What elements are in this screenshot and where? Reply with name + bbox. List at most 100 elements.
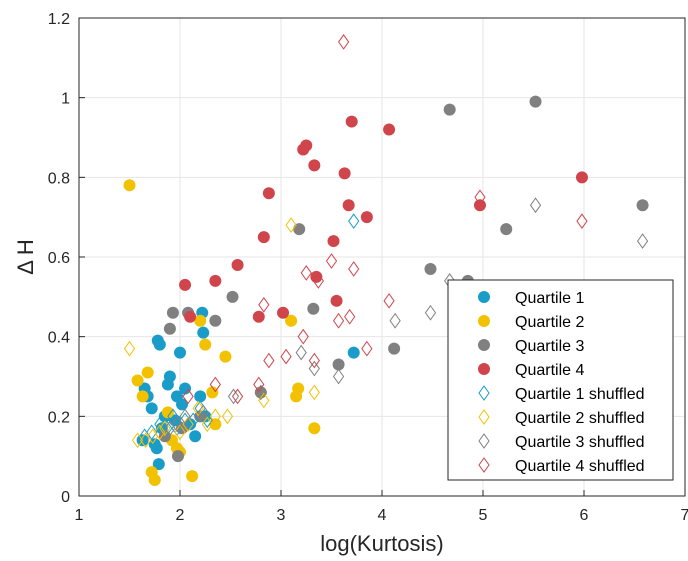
data-point	[360, 211, 373, 224]
data-point	[575, 171, 588, 184]
data-point	[258, 296, 270, 313]
data-point	[227, 388, 240, 405]
data-point	[300, 139, 313, 152]
data-point	[131, 432, 144, 449]
data-point	[383, 123, 396, 136]
legend-label: Quartile 2	[515, 314, 584, 331]
data-point	[154, 416, 166, 433]
data-point	[163, 322, 176, 335]
data-point	[300, 265, 312, 281]
data-point	[285, 314, 298, 327]
data-point	[187, 412, 199, 429]
data-point	[424, 262, 437, 275]
data-point	[176, 398, 189, 411]
series-quartile-4-shuffled	[182, 34, 588, 405]
legend-marker	[478, 363, 490, 375]
data-point	[332, 368, 345, 385]
data-point	[182, 388, 194, 405]
data-point	[338, 34, 350, 50]
data-point	[293, 223, 306, 236]
data-point	[348, 213, 360, 230]
data-point	[389, 312, 401, 329]
y-tick-label: 1	[61, 91, 70, 108]
data-point	[252, 310, 265, 323]
data-point	[209, 376, 221, 393]
y-tick-label: 0	[61, 489, 70, 506]
legend-label: Quartile 4 shuffled	[515, 458, 645, 475]
data-point	[141, 366, 154, 379]
data-point	[473, 199, 486, 212]
data-point	[348, 261, 360, 277]
data-point	[163, 370, 176, 383]
legend-marker	[478, 457, 490, 473]
data-points	[123, 34, 649, 487]
legend: Quartile 1 Quartile 2 Quartile 3 Quartile 4…	[447, 279, 674, 481]
data-point	[338, 167, 351, 180]
data-point	[152, 458, 165, 471]
data-point	[262, 187, 275, 200]
data-point	[192, 400, 204, 417]
data-point	[209, 274, 222, 287]
data-point	[171, 416, 183, 433]
data-point	[186, 470, 199, 483]
data-point	[194, 314, 207, 327]
data-point	[636, 233, 649, 249]
legend-marker	[478, 339, 490, 351]
data-point	[153, 338, 166, 351]
data-point	[159, 420, 171, 437]
legend-entry: Quartile 4	[478, 362, 584, 379]
data-point	[253, 376, 265, 393]
series-quartile-4	[179, 115, 588, 323]
data-point	[344, 308, 356, 325]
data-point	[136, 390, 149, 403]
data-point	[199, 338, 212, 351]
data-point	[308, 384, 320, 401]
x-tick-label: 5	[479, 507, 488, 524]
data-point	[529, 197, 542, 214]
y-tick-label: 0.2	[48, 409, 70, 426]
data-point	[308, 352, 320, 369]
data-point	[189, 430, 202, 443]
y-tick-label: 0.8	[48, 170, 70, 187]
y-tick-label: 1.2	[48, 11, 70, 28]
data-point	[285, 217, 297, 233]
data-point	[636, 199, 649, 212]
data-point	[179, 408, 191, 425]
legend-entry: Quartile 2	[478, 314, 584, 331]
data-point	[474, 189, 486, 206]
data-point	[297, 328, 309, 345]
data-point	[206, 386, 219, 399]
data-point	[171, 450, 184, 463]
data-point	[347, 346, 360, 359]
legend-label: Quartile 2 shuffled	[515, 410, 645, 427]
data-point	[361, 340, 373, 357]
data-point	[277, 306, 290, 319]
data-point	[312, 273, 324, 289]
data-point	[258, 392, 270, 409]
legend-label: Quartile 4	[515, 362, 584, 379]
data-point	[194, 390, 207, 403]
legend-marker	[478, 291, 490, 303]
legend-entry: Quartile 1 shuffled	[478, 385, 645, 403]
data-point	[123, 179, 136, 192]
data-point	[182, 416, 194, 433]
data-point	[308, 360, 320, 377]
series-quartile-2-shuffled	[123, 217, 320, 449]
data-point	[576, 213, 588, 230]
legend-label: Quartile 1	[515, 290, 584, 307]
legend-label: Quartile 3	[515, 338, 584, 355]
x-tick-label: 3	[277, 507, 286, 524]
legend-label: Quartile 3 shuffled	[515, 434, 645, 451]
x-tick-label: 2	[176, 507, 185, 524]
data-point	[342, 199, 355, 212]
legend-entry: Quartile 3 shuffled	[478, 433, 645, 451]
data-point	[332, 358, 345, 371]
data-point	[221, 408, 234, 425]
legend-marker	[478, 433, 490, 449]
data-point	[201, 416, 213, 433]
legend-marker	[478, 385, 490, 401]
y-tick-label: 0.4	[48, 330, 70, 347]
data-point	[219, 350, 232, 363]
legend-entry: Quartile 1	[478, 290, 584, 307]
